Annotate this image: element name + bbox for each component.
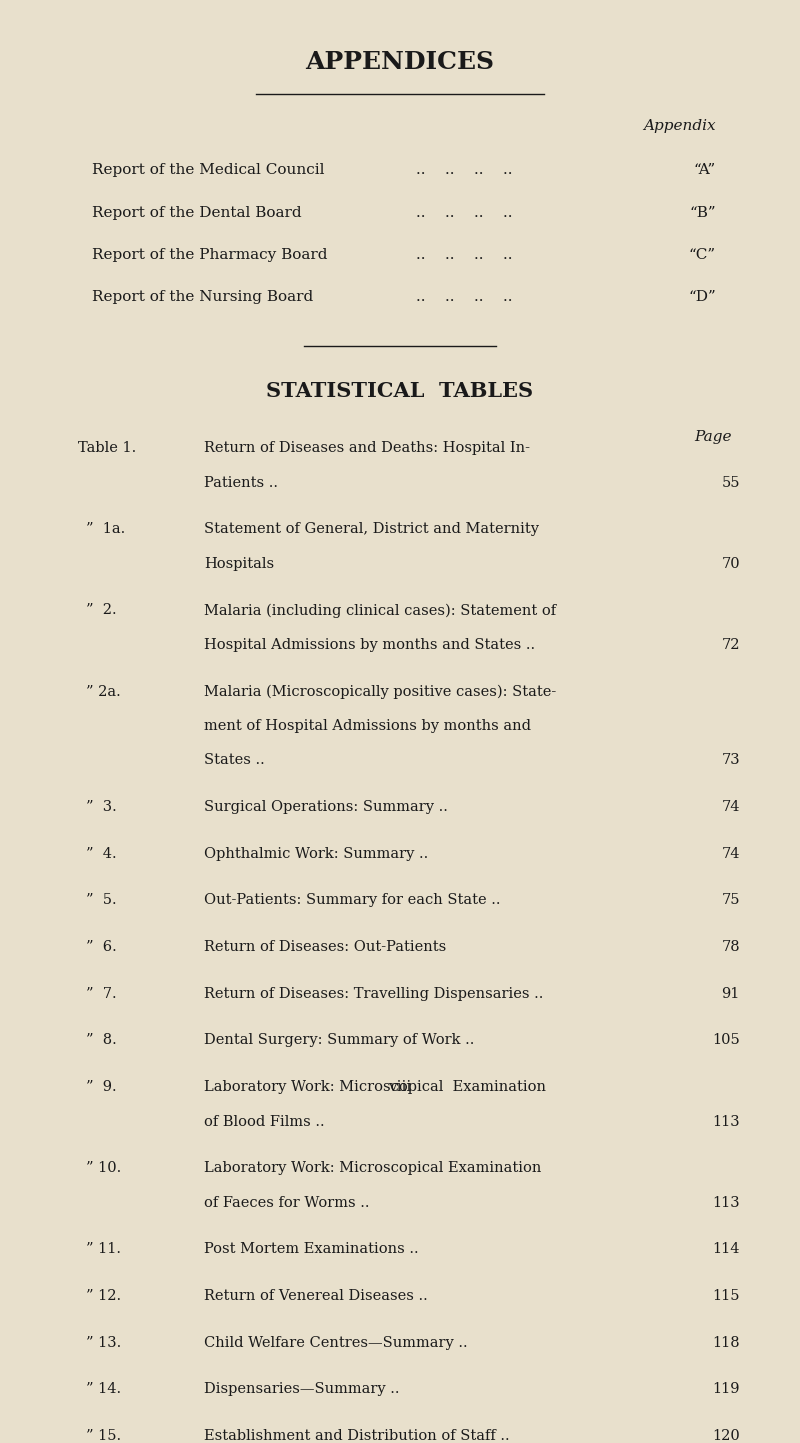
- Text: ..    ..    ..    ..: .. .. .. ..: [416, 248, 513, 261]
- Text: 55: 55: [722, 476, 740, 489]
- Text: Surgical Operations: Summary ..: Surgical Operations: Summary ..: [204, 799, 448, 814]
- Text: Return of Diseases: Out-Patients: Return of Diseases: Out-Patients: [204, 939, 446, 954]
- Text: Dental Surgery: Summary of Work ..: Dental Surgery: Summary of Work ..: [204, 1033, 474, 1048]
- Text: ”  6.: ” 6.: [86, 939, 117, 954]
- Text: “A”: “A”: [694, 163, 716, 177]
- Text: Report of the Nursing Board: Report of the Nursing Board: [92, 290, 314, 304]
- Text: “C”: “C”: [689, 248, 716, 261]
- Text: Laboratory Work: Microscopical  Examination: Laboratory Work: Microscopical Examinati…: [204, 1081, 546, 1094]
- Text: of Faeces for Worms ..: of Faeces for Worms ..: [204, 1196, 370, 1209]
- Text: 91: 91: [722, 987, 740, 1001]
- Text: Report of the Dental Board: Report of the Dental Board: [92, 205, 302, 219]
- Text: ”  4.: ” 4.: [86, 847, 117, 861]
- Text: Post Mortem Examinations ..: Post Mortem Examinations ..: [204, 1242, 418, 1257]
- Text: ” 11.: ” 11.: [86, 1242, 122, 1257]
- Text: Statement of General, District and Maternity: Statement of General, District and Mater…: [204, 522, 539, 537]
- Text: 72: 72: [722, 638, 740, 652]
- Text: ” 10.: ” 10.: [86, 1162, 122, 1175]
- Text: ” 2a.: ” 2a.: [86, 684, 121, 698]
- Text: Page: Page: [694, 430, 732, 444]
- Text: Return of Diseases: Travelling Dispensaries ..: Return of Diseases: Travelling Dispensar…: [204, 987, 543, 1001]
- Text: 120: 120: [712, 1429, 740, 1443]
- Text: “D”: “D”: [688, 290, 716, 304]
- Text: ”  8.: ” 8.: [86, 1033, 117, 1048]
- Text: Dispensaries—Summary ..: Dispensaries—Summary ..: [204, 1382, 399, 1397]
- Text: ” 15.: ” 15.: [86, 1429, 122, 1443]
- Text: Hospitals: Hospitals: [204, 557, 274, 571]
- Text: 119: 119: [713, 1382, 740, 1397]
- Text: ..    ..    ..    ..: .. .. .. ..: [416, 163, 513, 177]
- Text: Patients ..: Patients ..: [204, 476, 278, 489]
- Text: 105: 105: [712, 1033, 740, 1048]
- Text: viii: viii: [388, 1081, 412, 1094]
- Text: ”  3.: ” 3.: [86, 799, 117, 814]
- Text: APPENDICES: APPENDICES: [306, 51, 494, 74]
- Text: 73: 73: [722, 753, 740, 768]
- Text: 74: 74: [722, 847, 740, 861]
- Text: Return of Diseases and Deaths: Hospital In-: Return of Diseases and Deaths: Hospital …: [204, 442, 530, 455]
- Text: 75: 75: [722, 893, 740, 908]
- Text: Malaria (Microscopically positive cases): State-: Malaria (Microscopically positive cases)…: [204, 684, 556, 698]
- Text: Report of the Medical Council: Report of the Medical Council: [92, 163, 325, 177]
- Text: Table 1.: Table 1.: [78, 442, 137, 455]
- Text: ”  1a.: ” 1a.: [86, 522, 126, 537]
- Text: “B”: “B”: [690, 205, 716, 219]
- Text: Appendix: Appendix: [643, 118, 716, 133]
- Text: Malaria (including clinical cases): Statement of: Malaria (including clinical cases): Stat…: [204, 603, 556, 618]
- Text: 114: 114: [713, 1242, 740, 1257]
- Text: Out-Patients: Summary for each State ..: Out-Patients: Summary for each State ..: [204, 893, 501, 908]
- Text: of Blood Films ..: of Blood Films ..: [204, 1114, 325, 1128]
- Text: ” 13.: ” 13.: [86, 1336, 122, 1349]
- Text: ment of Hospital Admissions by months and: ment of Hospital Admissions by months an…: [204, 719, 531, 733]
- Text: Hospital Admissions by months and States ..: Hospital Admissions by months and States…: [204, 638, 535, 652]
- Text: Ophthalmic Work: Summary ..: Ophthalmic Work: Summary ..: [204, 847, 428, 861]
- Text: ”  9.: ” 9.: [86, 1081, 117, 1094]
- Text: ”  7.: ” 7.: [86, 987, 117, 1001]
- Text: Laboratory Work: Microscopical Examination: Laboratory Work: Microscopical Examinati…: [204, 1162, 542, 1175]
- Text: 113: 113: [712, 1114, 740, 1128]
- Text: ..    ..    ..    ..: .. .. .. ..: [416, 290, 513, 304]
- Text: ”  2.: ” 2.: [86, 603, 117, 618]
- Text: 78: 78: [722, 939, 740, 954]
- Text: ” 14.: ” 14.: [86, 1382, 122, 1397]
- Text: States ..: States ..: [204, 753, 265, 768]
- Text: Report of the Pharmacy Board: Report of the Pharmacy Board: [92, 248, 327, 261]
- Text: 70: 70: [722, 557, 740, 571]
- Text: Return of Venereal Diseases ..: Return of Venereal Diseases ..: [204, 1289, 428, 1303]
- Text: Establishment and Distribution of Staff ..: Establishment and Distribution of Staff …: [204, 1429, 510, 1443]
- Text: 115: 115: [713, 1289, 740, 1303]
- Text: 118: 118: [712, 1336, 740, 1349]
- Text: ” 12.: ” 12.: [86, 1289, 122, 1303]
- Text: Child Welfare Centres—Summary ..: Child Welfare Centres—Summary ..: [204, 1336, 468, 1349]
- Text: 113: 113: [712, 1196, 740, 1209]
- Text: STATISTICAL  TABLES: STATISTICAL TABLES: [266, 381, 534, 401]
- Text: 74: 74: [722, 799, 740, 814]
- Text: ”  5.: ” 5.: [86, 893, 117, 908]
- Text: ..    ..    ..    ..: .. .. .. ..: [416, 205, 513, 219]
